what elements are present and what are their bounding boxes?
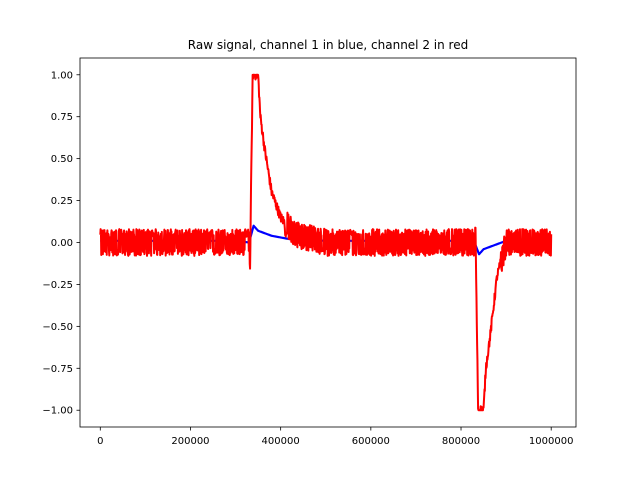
x-tick-label: 200000 (171, 436, 209, 447)
y-tick-label: 0.25 (51, 196, 73, 207)
chart-title: Raw signal, channel 1 in blue, channel 2… (188, 38, 468, 52)
x-tick-label: 0 (97, 436, 103, 447)
y-tick-label: 0.50 (51, 154, 73, 165)
y-tick-label: −0.75 (42, 364, 73, 375)
x-tick-label: 600000 (352, 436, 390, 447)
series-line-2 (99, 73, 553, 412)
y-tick-label: 0.00 (51, 238, 73, 249)
x-tick-label: 800000 (442, 436, 480, 447)
x-tick-label: 400000 (262, 436, 300, 447)
y-tick-label: 0.75 (51, 112, 73, 123)
y-tick-label: −0.25 (42, 280, 73, 291)
ticks: 0 200000 400000 600000 800000 1000000 1.00 0.75… (42, 70, 573, 447)
x-tick-label: 1000000 (529, 436, 574, 447)
y-tick-label: −0.50 (42, 322, 73, 333)
y-tick-label: −1.00 (42, 406, 73, 417)
y-tick-label: 1.00 (51, 70, 73, 81)
plot-area (99, 73, 553, 412)
